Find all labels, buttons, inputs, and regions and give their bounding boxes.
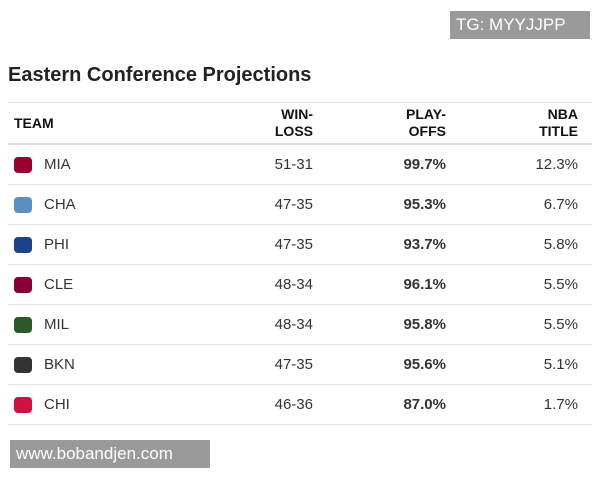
- cell-text: 93.7%: [403, 236, 446, 253]
- team-row: MIL 48-34 95.8% 5.5%: [8, 304, 592, 345]
- team-row: MIA 51-31 99.7% 12.3%: [8, 144, 592, 185]
- cell: BKN: [8, 344, 214, 385]
- team-row: CHA 47-35 95.3% 6.7%: [8, 184, 592, 225]
- team-logo: [14, 277, 32, 294]
- cell-text: BKN: [44, 355, 75, 373]
- cell-text: 51-31: [274, 156, 313, 173]
- cell: MIA: [8, 144, 214, 185]
- team-row: BKN 47-35 95.6% 5.1%: [8, 344, 592, 385]
- cell: 12.3%: [447, 144, 592, 185]
- team-logo: [14, 397, 32, 414]
- team-logo: [14, 317, 32, 334]
- cell-text: 46-36: [274, 396, 313, 413]
- cell: 99.7%: [317, 144, 447, 185]
- cell: 5.5%: [447, 304, 592, 345]
- watermark: www.bobandjen.com: [10, 440, 210, 468]
- header-cell: PLAY- OFFS: [317, 102, 447, 145]
- team-logo: [14, 237, 32, 254]
- title: Eastern Conference Projections: [8, 64, 312, 86]
- cell: 96.1%: [317, 264, 447, 305]
- projection-table: TEAM WIN- LOSS PLAY- OFFS NBA TITLE MIA 5…: [8, 102, 592, 425]
- cell-text: 47-35: [274, 196, 313, 213]
- header-cell: NBA TITLE: [447, 102, 592, 145]
- cell-text: CLE: [44, 275, 74, 293]
- cell: CLE: [8, 264, 214, 305]
- cell: PHI: [8, 224, 214, 265]
- cell-text: 1.7%: [543, 396, 578, 413]
- cell: 5.1%: [447, 344, 592, 385]
- cell-text: MIL: [44, 315, 70, 333]
- cell: 48-34: [214, 304, 317, 345]
- cell-text: 99.7%: [403, 156, 446, 173]
- cell: 51-31: [214, 144, 317, 185]
- cell-text: 47-35: [274, 356, 313, 373]
- cell: 87.0%: [317, 384, 447, 425]
- cell-text: 5.1%: [543, 356, 578, 373]
- cell: 93.7%: [317, 224, 447, 265]
- team-row: PHI 47-35 93.7% 5.8%: [8, 224, 592, 265]
- header-cell: TEAM: [8, 102, 214, 145]
- cell-text: 96.1%: [403, 276, 446, 293]
- team-logo: [14, 357, 32, 374]
- cell: 46-36: [214, 384, 317, 425]
- cell-text: 5.5%: [543, 276, 578, 293]
- cell-text: 47-35: [274, 236, 313, 253]
- cell-text: 6.7%: [543, 196, 578, 213]
- cell: 95.8%: [317, 304, 447, 345]
- team-logo: [14, 157, 32, 174]
- cell: 95.3%: [317, 184, 447, 225]
- cell-text: 48-34: [274, 276, 313, 293]
- cell-text: 95.6%: [403, 356, 446, 373]
- cell: 6.7%: [447, 184, 592, 225]
- cell: 1.7%: [447, 384, 592, 425]
- cell: 48-34: [214, 264, 317, 305]
- team-logo: [14, 197, 32, 214]
- watermark: TG: MYYJJPP: [450, 11, 590, 39]
- cell-text: PHI: [44, 235, 70, 253]
- cell: 5.5%: [447, 264, 592, 305]
- cell-text: MIA: [44, 155, 71, 173]
- cell-text: CHI: [44, 395, 70, 413]
- cell-text: 12.3%: [535, 156, 578, 173]
- cell: 5.8%: [447, 224, 592, 265]
- cell: 47-35: [214, 344, 317, 385]
- cell-text: 87.0%: [403, 396, 446, 413]
- cell: 47-35: [214, 184, 317, 225]
- team-row: CHI 46-36 87.0% 1.7%: [8, 384, 592, 425]
- team-row: CLE 48-34 96.1% 5.5%: [8, 264, 592, 305]
- table-body: MIA 51-31 99.7% 12.3% CHA 47-35 95.3% 6.7% PHI 47…: [8, 144, 592, 425]
- header-row: TEAM WIN- LOSS PLAY- OFFS NBA TITLE: [8, 102, 592, 145]
- cell-text: 95.3%: [403, 196, 446, 213]
- cell: 47-35: [214, 224, 317, 265]
- cell-text: 95.8%: [403, 316, 446, 333]
- cell: MIL: [8, 304, 214, 345]
- cell: CHA: [8, 184, 214, 225]
- header-cell: WIN- LOSS: [214, 102, 317, 145]
- cell-text: 5.5%: [543, 316, 578, 333]
- cell-text: CHA: [44, 195, 76, 213]
- cell-text: 5.8%: [543, 236, 578, 253]
- cell-text: 48-34: [274, 316, 313, 333]
- cell: CHI: [8, 384, 214, 425]
- cell: 95.6%: [317, 344, 447, 385]
